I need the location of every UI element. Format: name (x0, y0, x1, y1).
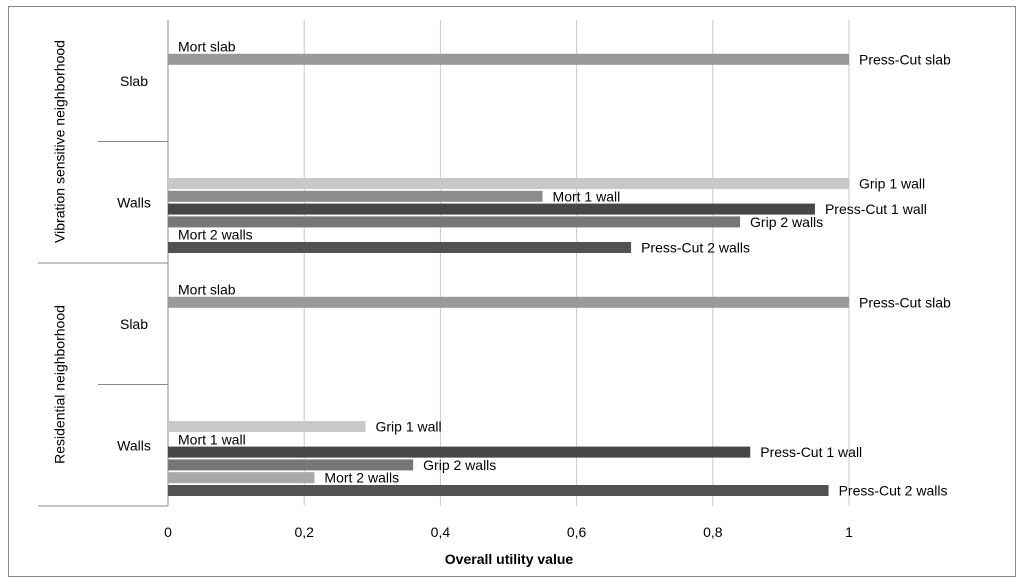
x-axis-label: Overall utility value (445, 551, 574, 567)
bar (168, 472, 315, 484)
bar (168, 242, 632, 253)
bar (168, 178, 849, 189)
bar-label: Press-Cut 1 wall (760, 444, 862, 460)
bar-label: Press-Cut slab (859, 294, 951, 310)
subgroup-label: Walls (117, 437, 151, 453)
x-tick-label: 0 (164, 524, 172, 540)
bar-label: Press-Cut slab (859, 51, 951, 67)
x-axis-ticks: 0 0,2 0,4 0,6 0,8 1 (164, 524, 853, 540)
bars (168, 53, 849, 496)
bar (168, 485, 829, 496)
bar-label: Mort slab (178, 39, 236, 55)
group-label: Vibration sensitive neighborhood (52, 40, 68, 243)
bar-label: Mort 2 walls (178, 227, 253, 243)
bar-label: Press-Cut 2 walls (641, 240, 750, 256)
bar-label: Grip 1 wall (375, 419, 441, 435)
bar-label: Mort 1 wall (553, 188, 621, 204)
bar-label: Mort 2 walls (324, 470, 399, 486)
bar-label: Press-Cut 1 wall (825, 201, 927, 217)
bar (168, 53, 849, 65)
x-tick-label: 0,6 (567, 524, 587, 540)
x-tick-label: 0,8 (703, 524, 723, 540)
subgroup-label: Walls (117, 194, 151, 210)
bar (168, 296, 849, 308)
x-tick-label: 0,4 (431, 524, 451, 540)
x-tick-label: 0,2 (294, 524, 314, 540)
bar (168, 459, 414, 471)
bar (168, 190, 543, 202)
x-tick-label: 1 (845, 524, 853, 540)
bar-label: Grip 2 walls (750, 214, 823, 230)
bar-label: Grip 1 wall (859, 176, 925, 192)
bar (168, 446, 751, 458)
bar-label: Grip 2 walls (423, 457, 496, 473)
bar (168, 203, 815, 215)
subgroup-label: Slab (120, 73, 148, 89)
bar (168, 216, 741, 228)
bar (168, 421, 366, 432)
bar-label: Mort slab (178, 282, 236, 298)
bar-label: Mort 1 wall (178, 431, 246, 447)
group-label: Residential neighborhood (52, 305, 68, 464)
bar-label: Press-Cut 2 walls (839, 483, 948, 499)
subgroup-label: Slab (120, 316, 148, 332)
bar-labels: Mort slab Press-Cut slab Grip 1 wall Mort 1… (178, 39, 951, 499)
